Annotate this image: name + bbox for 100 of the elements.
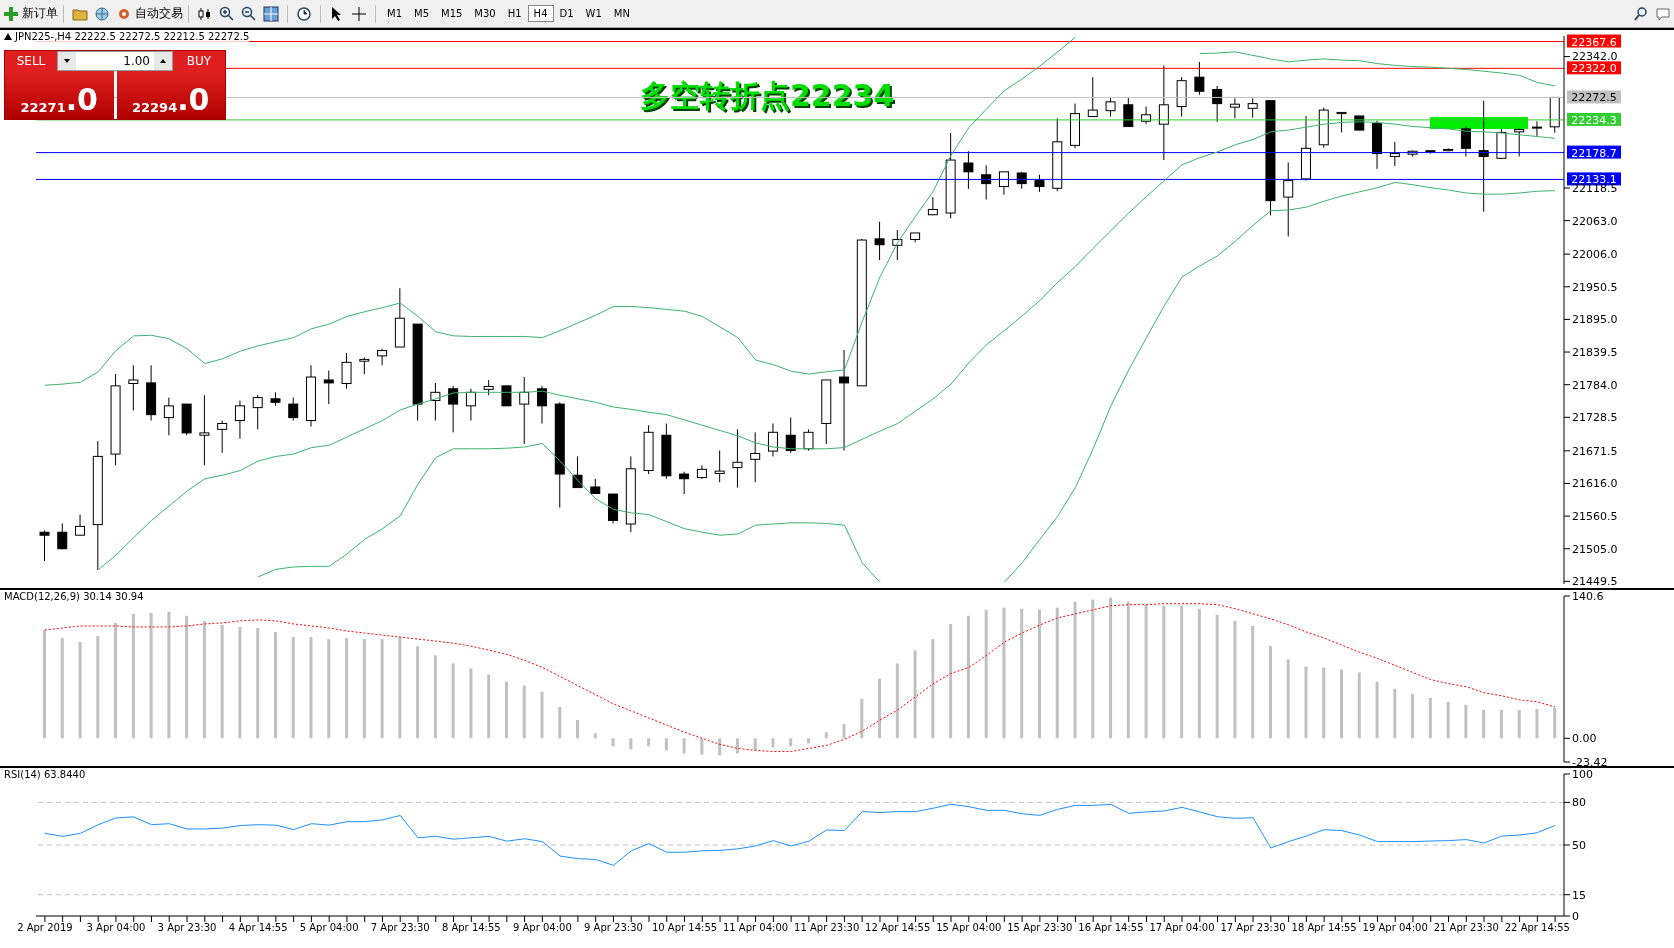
candlestick <box>341 352 352 390</box>
candlestick <box>981 164 992 200</box>
y-tick-label: 21950.5 <box>1572 280 1618 294</box>
x-tick-label: 12 Apr 14:55 <box>865 922 931 934</box>
candlestick <box>839 349 850 452</box>
bar <box>202 620 206 739</box>
bar <box>789 738 793 747</box>
bar <box>1428 697 1432 739</box>
x-tick-label: 19 Apr 04:00 <box>1362 922 1428 934</box>
bar <box>1286 659 1290 739</box>
bar <box>842 724 846 739</box>
bar <box>1411 693 1415 739</box>
bar <box>345 638 349 739</box>
ref-line-label: 22178.7 <box>1571 146 1617 160</box>
annotation: 1.00 <box>122 54 151 68</box>
y-tick-label: 50 <box>1572 838 1586 852</box>
x-tick-label: 8 Apr 14:55 <box>441 922 501 934</box>
bar <box>1233 620 1237 739</box>
candlestick <box>39 529 50 562</box>
bar <box>43 630 46 739</box>
x-tick-label: 10 Apr 14:55 <box>651 922 718 934</box>
bar <box>1464 704 1468 739</box>
candlestick <box>1283 161 1294 237</box>
bar <box>718 738 722 756</box>
text: H4 <box>527 5 554 22</box>
y-tick-label: 21839.5 <box>1572 345 1618 359</box>
bar <box>1482 709 1486 739</box>
bar <box>1499 709 1503 739</box>
bar <box>96 636 100 739</box>
bar <box>1055 607 1059 739</box>
bar <box>700 738 704 755</box>
candlestick <box>750 431 761 483</box>
y-tick-label: -23.42 <box>1572 755 1608 769</box>
x-tick-label: 15 Apr 23:30 <box>1007 922 1073 934</box>
y-tick-label: 100 <box>1572 767 1593 781</box>
bar <box>753 738 757 751</box>
bar <box>469 668 473 739</box>
bar <box>309 637 313 739</box>
bar <box>824 732 828 739</box>
candlestick <box>998 171 1009 196</box>
bar <box>593 733 597 739</box>
bar <box>362 639 366 739</box>
bar <box>149 612 153 739</box>
x-tick-label: 11 Apr 04:00 <box>722 922 789 934</box>
x-tick-label: 9 Apr 23:30 <box>584 922 643 934</box>
bar <box>1340 669 1344 739</box>
ref-line-label: 22272.5 <box>1571 91 1617 105</box>
candlestick <box>199 394 210 466</box>
bar <box>1251 625 1255 739</box>
candlestick <box>57 522 68 550</box>
x-tick-label: 21 Apr 23:30 <box>1433 922 1499 934</box>
bar <box>1215 614 1219 739</box>
bar <box>380 639 384 739</box>
candlestick <box>679 471 690 495</box>
bar <box>1020 608 1024 739</box>
bar <box>1517 709 1521 739</box>
bar <box>860 698 864 739</box>
line-series <box>44 603 1556 752</box>
bar <box>1304 666 1308 739</box>
y-tick-label: 22006.0 <box>1572 248 1618 262</box>
candlestick <box>963 150 974 190</box>
candlestick <box>1123 97 1134 128</box>
bar <box>878 678 882 739</box>
x-tick-label: 17 Apr 23:30 <box>1220 922 1286 934</box>
bar <box>576 720 580 739</box>
bar <box>185 615 189 739</box>
text: M5 <box>413 7 430 21</box>
candlestick <box>1531 120 1542 138</box>
bar <box>895 663 899 739</box>
candlestick <box>448 385 459 433</box>
x-tick-label: 9 Apr 04:00 <box>512 922 572 934</box>
bar <box>611 738 615 747</box>
candlestick <box>1158 64 1169 161</box>
y-tick-label: 21728.5 <box>1572 411 1618 425</box>
y-tick-label: 22342.0 <box>1572 50 1618 64</box>
candlestick <box>501 385 512 407</box>
bar <box>487 674 491 739</box>
candlestick <box>234 400 245 440</box>
bar <box>1162 605 1166 739</box>
text: M30 <box>473 7 497 21</box>
candlestick <box>536 385 547 424</box>
bar <box>433 655 437 739</box>
x-tick-label: 22 Apr 14:55 <box>1504 922 1570 934</box>
text: M1 <box>386 7 403 21</box>
y-tick-label: 15 <box>1572 888 1586 902</box>
bar <box>238 626 242 739</box>
bar <box>1126 601 1130 739</box>
bar <box>682 738 686 754</box>
candlestick <box>1247 97 1258 119</box>
candlestick <box>803 428 814 452</box>
chart-title: RSI(14) 63.8440 <box>4 769 86 780</box>
bar <box>984 609 988 739</box>
candlestick <box>288 397 299 422</box>
bar <box>291 637 295 739</box>
bar <box>949 623 953 739</box>
candlestick <box>323 370 334 405</box>
y-tick-label: 0 <box>1572 909 1579 923</box>
candlestick <box>217 420 228 454</box>
x-tick-label: 5 Apr 04:00 <box>299 922 359 934</box>
text: H1 <box>506 7 523 21</box>
